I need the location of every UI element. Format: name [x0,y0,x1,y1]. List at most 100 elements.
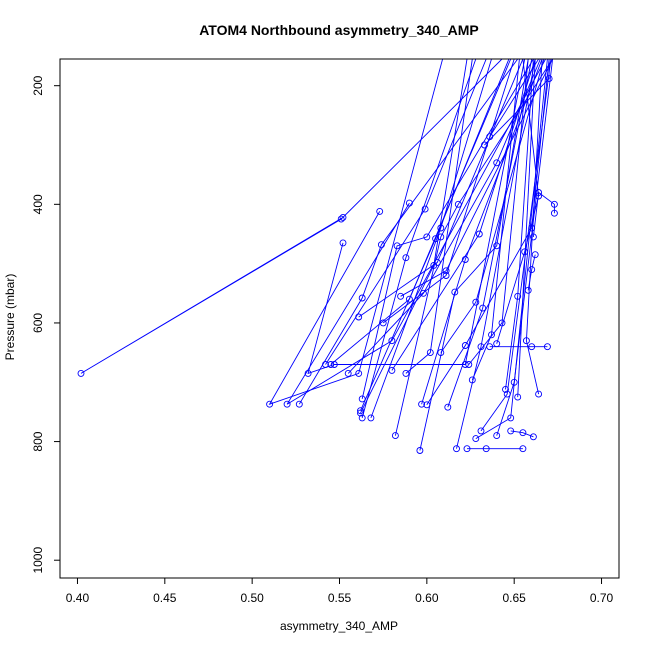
profile-line-38 [525,59,543,395]
profile-line-12 [360,59,468,414]
profile-line-34 [382,59,515,324]
data-point [358,294,366,302]
data-point [357,409,364,417]
data-point [454,200,462,208]
data-point [468,376,476,384]
data-point [528,343,536,351]
profile-line-39 [484,59,550,146]
profile-line-6 [325,59,487,365]
profile-line-10 [361,59,534,400]
data-point [510,378,518,386]
data-point [295,400,303,408]
data-point [529,433,537,441]
data-point [442,272,450,279]
data-point [498,319,506,327]
data-point [322,361,329,368]
data-point [419,289,427,297]
profile-line-15 [400,59,554,297]
data-point [535,192,543,200]
y-tick-label: 200 [31,75,45,95]
data-point [545,75,553,83]
profile-line-32 [496,59,540,344]
data-point [519,429,527,437]
data-point [397,292,405,300]
profile-line-19 [440,59,545,353]
data-point [493,340,501,348]
data-point [488,331,495,339]
data-point [357,407,364,415]
data-point [521,248,529,256]
y-tick-label: 1000 [31,547,45,574]
profile-line-5 [298,59,519,405]
profile-line-16 [419,59,529,451]
data-point [507,427,515,435]
y-axis: 200 400 600 800 1000 [31,75,60,574]
data-point [344,369,352,377]
data-point [524,286,532,294]
series-layer [77,59,558,454]
profile-line-9 [360,59,510,411]
data-point [479,304,487,312]
x-tick-label: 0.50 [240,591,264,605]
data-point [528,266,536,274]
data-point [358,395,366,403]
x-axis-label: asymmetry_340_AMP [280,619,398,633]
data-point [402,369,410,377]
data-point [327,361,335,368]
data-point [535,390,543,398]
profile-line-36 [330,59,512,365]
profile-line-24 [480,59,552,432]
data-point [405,295,413,303]
profile-line-40 [489,59,539,137]
profile-line-31 [532,191,555,237]
profile-line-20 [447,59,533,408]
data-point [77,369,85,377]
profile-line-17 [421,59,543,405]
x-tick-label: 0.65 [503,591,527,605]
data-point [472,435,480,443]
data-point [391,432,399,440]
data-point [337,215,345,223]
data-point [550,200,558,208]
data-point [493,159,501,167]
profile-line-11 [370,59,492,419]
profile-line-3 [268,59,444,406]
profile-line-27 [505,59,534,390]
y-tick-label: 400 [31,194,45,214]
data-point [421,205,429,213]
profile-line-41 [468,59,529,365]
data-point [529,233,537,241]
data-point [442,267,450,275]
data-point [339,239,347,247]
data-point [388,366,396,374]
data-point [437,233,445,241]
data-point [507,414,515,422]
data-point [493,432,501,440]
profile-line-26 [496,59,554,436]
data-point [376,207,384,215]
data-point [519,445,527,453]
profile-line-2 [307,59,526,375]
data-point [550,209,558,217]
data-point [502,385,509,393]
data-point [514,292,522,300]
data-point [477,427,485,435]
chart-title: ATOM4 Northbound asymmetry_340_AMP [199,22,479,38]
data-point [543,343,551,351]
profile-line-35 [391,59,536,371]
y-tick-label: 800 [31,431,45,451]
data-point [423,401,431,409]
profile-line-37 [471,59,520,381]
profile-line-29 [517,59,536,398]
x-tick-label: 0.55 [328,591,352,605]
data-point [358,414,366,422]
profile-line-33 [405,59,473,374]
data-point [377,241,385,249]
y-axis-label: Pressure (mbar) [3,274,17,361]
data-point [482,445,490,453]
plot-area [77,59,558,454]
profile-line-8 [361,59,477,419]
x-axis: 0.40 0.45 0.50 0.55 0.60 0.65 0.70 [66,578,614,605]
profile-line-18 [426,59,550,406]
data-point [416,447,424,454]
